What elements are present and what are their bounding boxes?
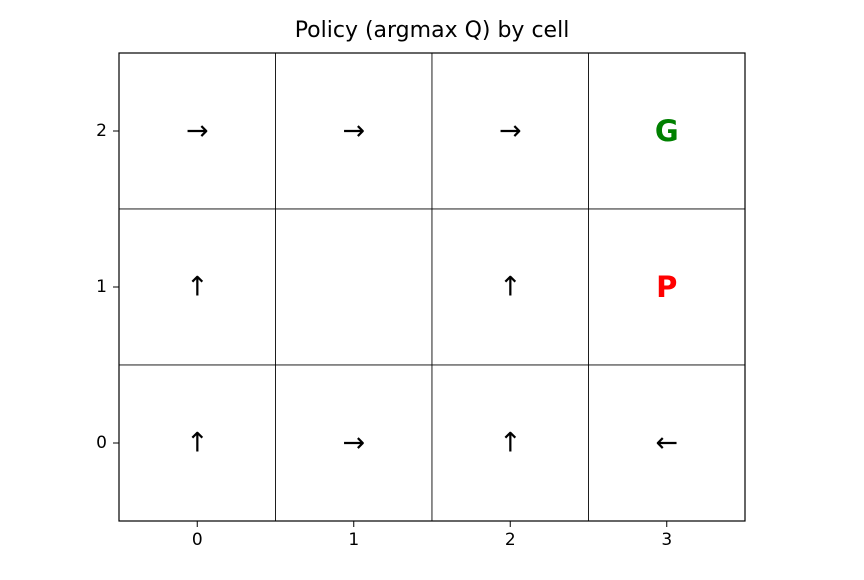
grid-cell <box>118 208 276 366</box>
grid-cell <box>588 208 746 366</box>
grid-cell <box>431 364 589 522</box>
y-tick-label: 2 <box>96 121 107 141</box>
policy-arrow: ↑ <box>186 272 209 303</box>
grid-cell <box>118 52 276 210</box>
cell-marker-label: G <box>655 114 679 148</box>
y-tick-label: 1 <box>96 277 107 297</box>
policy-arrow: ↑ <box>499 272 522 303</box>
x-tick-label: 3 <box>661 530 672 550</box>
grid-cell <box>275 208 433 366</box>
policy-arrow: ← <box>655 428 678 459</box>
grid-cell <box>588 52 746 210</box>
policy-arrow: → <box>186 116 209 147</box>
policy-arrow: → <box>342 116 365 147</box>
policy-arrow: → <box>499 116 522 147</box>
cell-marker-label: P <box>656 270 677 304</box>
policy-arrow: → <box>342 428 365 459</box>
cell-labels-layer: → → → G ↑ ↑ P ↑ → ↑ ← <box>186 114 679 459</box>
grid-cell <box>431 208 589 366</box>
grid-cell <box>118 364 276 522</box>
x-tick-label: 2 <box>505 530 516 550</box>
policy-arrow: ↑ <box>499 428 522 459</box>
chart-title: Policy (argmax Q) by cell <box>294 18 570 43</box>
axes-layer: 0 1 2 3 0 1 2 <box>96 52 746 550</box>
policy-arrow: ↑ <box>186 428 209 459</box>
x-tick-label: 0 <box>192 530 203 550</box>
grid-cell <box>275 52 433 210</box>
x-tick-label: 1 <box>348 530 359 550</box>
cells-layer <box>118 52 746 522</box>
y-tick-label: 0 <box>96 433 107 453</box>
